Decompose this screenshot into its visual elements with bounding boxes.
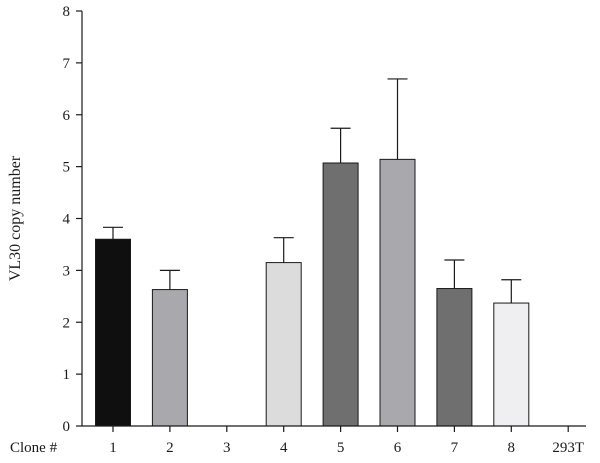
bar-clone-7 — [436, 288, 473, 427]
x-tick-label: 3 — [223, 440, 231, 456]
error-bar-clone-7 — [444, 259, 465, 289]
error-bar-clone-2 — [159, 269, 180, 290]
bar-clone-8 — [493, 302, 530, 427]
y-axis-ticks: 0 1 2 3 4 5 6 7 8 — [63, 4, 82, 435]
x-tick-label: 4 — [280, 440, 288, 456]
bar-clone-2 — [151, 289, 188, 427]
x-tick-label: 2 — [166, 440, 174, 456]
error-bars — [103, 78, 522, 304]
y-tick-label: 2 — [63, 315, 71, 331]
error-bar-clone-1 — [103, 226, 123, 240]
error-bar-clone-6 — [387, 78, 408, 160]
y-tick-label: 7 — [63, 56, 71, 72]
error-bar-clone-8 — [501, 279, 522, 304]
x-tick-label: 7 — [451, 440, 459, 456]
x-axis-ticks: 1 2 3 4 5 6 7 8 293T — [109, 426, 584, 456]
y-tick-label: 4 — [63, 212, 71, 228]
error-bar-clone-5 — [330, 127, 351, 163]
x-tick-label: 6 — [394, 440, 402, 456]
y-axis-label: VL30 copy number — [7, 155, 24, 281]
bar-clone-1 — [95, 238, 131, 427]
error-bar-clone-4 — [273, 237, 294, 263]
y-tick-label: 5 — [63, 160, 71, 176]
y-tick-label: 3 — [63, 263, 71, 279]
x-tick-label: 293T — [552, 440, 584, 456]
x-tick-label: 8 — [508, 440, 516, 456]
x-tick-label: 1 — [109, 440, 117, 456]
bar-clone-4 — [265, 262, 302, 427]
bar-clone-5 — [322, 162, 359, 427]
y-tick-label: 0 — [63, 419, 71, 435]
y-tick-label: 1 — [63, 367, 71, 383]
bar-series — [95, 158, 530, 427]
x-axis-prefix-label: Clone # — [10, 440, 58, 456]
y-tick-label: 8 — [63, 4, 71, 20]
y-tick-label: 6 — [63, 108, 71, 124]
x-tick-label: 5 — [337, 440, 345, 456]
bar-clone-6 — [379, 158, 416, 427]
